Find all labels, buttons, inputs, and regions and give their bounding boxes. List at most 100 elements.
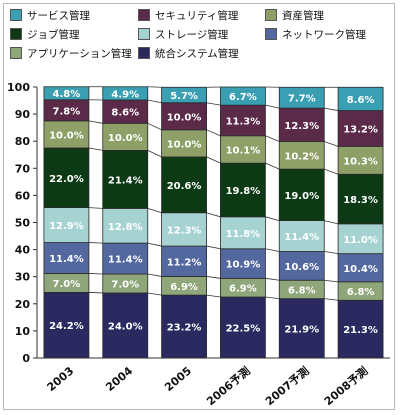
bar-segment bbox=[220, 162, 266, 218]
bar-segment bbox=[220, 216, 266, 250]
series-connector-line bbox=[324, 298, 339, 301]
legend-label: ジョブ管理 bbox=[27, 28, 80, 41]
series-connector-line bbox=[147, 86, 162, 88]
legend-item: ジョブ管理 bbox=[10, 27, 80, 41]
data-label: 6.7% bbox=[229, 92, 257, 103]
series-connector-line bbox=[88, 292, 103, 294]
data-label: 7.0% bbox=[111, 279, 139, 290]
bar-segment bbox=[161, 86, 207, 104]
legend-swatch bbox=[10, 28, 22, 40]
bar-segment bbox=[337, 223, 384, 255]
legend-swatch bbox=[10, 9, 22, 21]
series-connector-line bbox=[265, 216, 280, 221]
data-label: 6.9% bbox=[229, 284, 257, 295]
series-connector-line bbox=[206, 294, 221, 298]
series-connector-line bbox=[206, 276, 221, 279]
data-label: 11.8% bbox=[226, 229, 261, 240]
bar-segment bbox=[102, 292, 149, 359]
series-connector-line bbox=[147, 242, 162, 247]
data-label: 12.9% bbox=[49, 221, 84, 232]
data-label: 10.1% bbox=[226, 145, 261, 156]
x-tick-label: 2004 bbox=[103, 364, 135, 394]
bar-segment bbox=[220, 86, 266, 106]
data-label: 10.0% bbox=[167, 112, 202, 123]
bar-segment bbox=[161, 102, 207, 131]
bar-segment bbox=[278, 168, 325, 222]
x-tick-label: 2006予測 bbox=[204, 364, 253, 409]
legend-label: 統合システム管理 bbox=[155, 47, 239, 60]
data-label: 10.0% bbox=[167, 139, 202, 150]
data-label: 13.2% bbox=[343, 124, 378, 135]
bar-segment bbox=[337, 110, 384, 147]
bar-segment bbox=[220, 135, 266, 164]
y-tick-label: 40 bbox=[15, 244, 31, 257]
series-connector-line bbox=[206, 102, 221, 106]
legend-label: セキュリティ管理 bbox=[155, 9, 239, 22]
series-connector-line bbox=[324, 220, 339, 225]
data-label: 12.3% bbox=[284, 121, 319, 132]
data-label: 10.4% bbox=[343, 264, 378, 275]
legend-label: 資産管理 bbox=[282, 9, 324, 22]
legend-item: 統合システム管理 bbox=[138, 46, 239, 60]
series-connector-line bbox=[88, 120, 103, 124]
legend-swatch bbox=[138, 28, 150, 40]
bar-segment bbox=[102, 86, 149, 101]
data-label: 19.0% bbox=[284, 191, 319, 202]
legend-item: 資産管理 bbox=[265, 8, 324, 22]
series-connector-line bbox=[88, 273, 103, 275]
y-tick-label: 50 bbox=[15, 217, 31, 230]
data-label: 5.7% bbox=[170, 91, 198, 102]
data-label: 11.4% bbox=[49, 254, 84, 265]
series-connector-line bbox=[88, 147, 103, 151]
x-tick-label: 2003 bbox=[45, 364, 77, 394]
bar-segment bbox=[278, 298, 325, 359]
data-label: 8.6% bbox=[111, 108, 139, 119]
legend-swatch bbox=[138, 47, 150, 59]
data-label: 10.9% bbox=[226, 260, 261, 271]
y-tick-label: 0 bbox=[22, 352, 30, 365]
data-label: 11.4% bbox=[284, 232, 319, 243]
data-label: 8.6% bbox=[347, 95, 375, 106]
series-connector-line bbox=[88, 207, 103, 209]
legend-item: セキュリティ管理 bbox=[138, 8, 238, 22]
legend-item: ストレージ管理 bbox=[138, 27, 228, 41]
data-label: 4.9% bbox=[111, 89, 139, 100]
legend-swatch bbox=[265, 9, 277, 21]
data-label: 24.2% bbox=[49, 321, 84, 332]
legend-label: ネットワーク管理 bbox=[282, 28, 366, 41]
series-connector-line bbox=[265, 162, 280, 170]
data-label: 18.3% bbox=[343, 195, 378, 206]
data-label: 24.0% bbox=[108, 321, 143, 332]
data-label: 12.8% bbox=[108, 222, 143, 233]
data-label: 11.0% bbox=[343, 235, 378, 246]
series-connector-line bbox=[147, 150, 162, 158]
series-connector-line bbox=[324, 251, 339, 255]
bar-segment bbox=[161, 245, 207, 277]
series-connector-line bbox=[147, 208, 162, 214]
series-connector-line bbox=[265, 135, 280, 142]
bar-segment bbox=[337, 299, 384, 359]
data-label: 19.8% bbox=[226, 186, 261, 197]
y-tick-label: 80 bbox=[15, 135, 31, 148]
legend-item: サービス管理 bbox=[10, 8, 90, 22]
bar-segment bbox=[337, 173, 384, 225]
bar-segment bbox=[161, 156, 207, 214]
bar-segment bbox=[161, 294, 207, 359]
series-connector-line bbox=[88, 242, 103, 244]
data-label: 11.4% bbox=[108, 255, 143, 266]
legend-label: サービス管理 bbox=[27, 9, 90, 22]
y-tick-label: 70 bbox=[15, 162, 31, 175]
data-label: 11.2% bbox=[167, 257, 202, 268]
data-label: 22.5% bbox=[226, 324, 261, 335]
x-tick-label: 2005 bbox=[162, 364, 194, 394]
data-label: 21.3% bbox=[343, 325, 378, 336]
bar-segment bbox=[43, 292, 90, 359]
series-connector-line bbox=[147, 122, 162, 131]
legend-item: ネットワーク管理 bbox=[265, 27, 366, 41]
y-tick-label: 30 bbox=[15, 271, 31, 284]
bar-segment bbox=[337, 145, 384, 175]
bar-segment bbox=[220, 296, 266, 359]
data-label: 20.6% bbox=[167, 181, 202, 192]
series-connector-line bbox=[265, 248, 280, 252]
bar-segment bbox=[102, 242, 149, 275]
